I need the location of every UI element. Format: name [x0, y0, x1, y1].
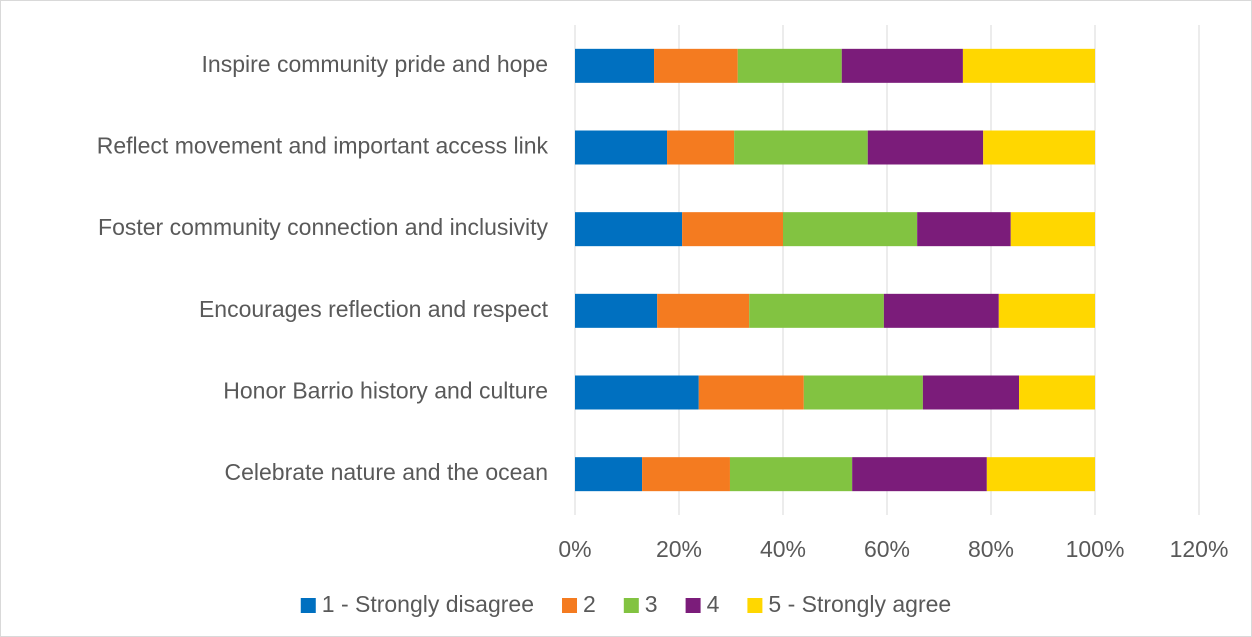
legend: 1 - Strongly disagree 2 3 4 5 - Strongly agr…: [300, 591, 951, 617]
bar-segment: [575, 48, 655, 83]
y-tick-label: Encourages reflection and respect: [199, 296, 549, 322]
x-tick-label: 20%: [656, 536, 702, 562]
bar-segment: [575, 457, 643, 492]
bar-segment: [841, 48, 963, 83]
bar-segment: [783, 212, 918, 247]
x-tick-label: 60%: [864, 536, 910, 562]
bar-segment: [867, 130, 984, 165]
bar-segment: [917, 212, 1011, 247]
legend-swatch: [623, 598, 639, 613]
x-tick-label: 120%: [1170, 536, 1229, 562]
bar-segment: [852, 457, 987, 492]
y-tick-label: Foster community connection and inclusiv…: [98, 214, 548, 240]
bar-segment: [983, 130, 1095, 165]
bar-segment: [1019, 375, 1095, 410]
bar-segment: [734, 130, 868, 165]
x-tick-label: 100%: [1066, 536, 1125, 562]
bar-segment: [657, 293, 750, 328]
legend-swatch: [300, 598, 316, 613]
legend-label: 4: [707, 591, 720, 617]
y-tick-label: Honor Barrio history and culture: [223, 378, 548, 404]
legend-swatch: [562, 598, 578, 613]
bar-segment: [575, 212, 683, 247]
bar-segment: [698, 375, 804, 410]
legend-label: 5 - Strongly agree: [768, 591, 951, 617]
y-tick-label: Reflect movement and important access li…: [97, 133, 549, 159]
x-tick-label: 40%: [760, 536, 806, 562]
legend-swatch: [685, 598, 701, 613]
legend-swatch: [747, 598, 763, 613]
legend-label: 2: [583, 591, 596, 617]
bar-segment: [729, 457, 853, 492]
bar-segment: [986, 457, 1095, 492]
bar-segment: [962, 48, 1095, 83]
bar-segment: [737, 48, 842, 83]
x-tick-label: 80%: [968, 536, 1014, 562]
bar-segment: [803, 375, 923, 410]
legend-label: 1 - Strongly disagree: [322, 591, 534, 617]
bar-segment: [682, 212, 783, 247]
bar-segment: [749, 293, 884, 328]
bar-segment: [883, 293, 999, 328]
bar-segment: [998, 293, 1095, 328]
bar-segment: [575, 130, 668, 165]
bar-segment: [667, 130, 735, 165]
y-tick-label: Celebrate nature and the ocean: [224, 459, 548, 485]
bar-segment: [575, 375, 699, 410]
bar-segment: [1010, 212, 1095, 247]
y-tick-label: Inspire community pride and hope: [202, 51, 548, 77]
bar-segment: [575, 293, 658, 328]
legend-label: 3: [645, 591, 658, 617]
bar-segment: [922, 375, 1020, 410]
bar-segment: [642, 457, 730, 492]
x-tick-label: 0%: [558, 536, 591, 562]
bar-segment: [654, 48, 738, 83]
